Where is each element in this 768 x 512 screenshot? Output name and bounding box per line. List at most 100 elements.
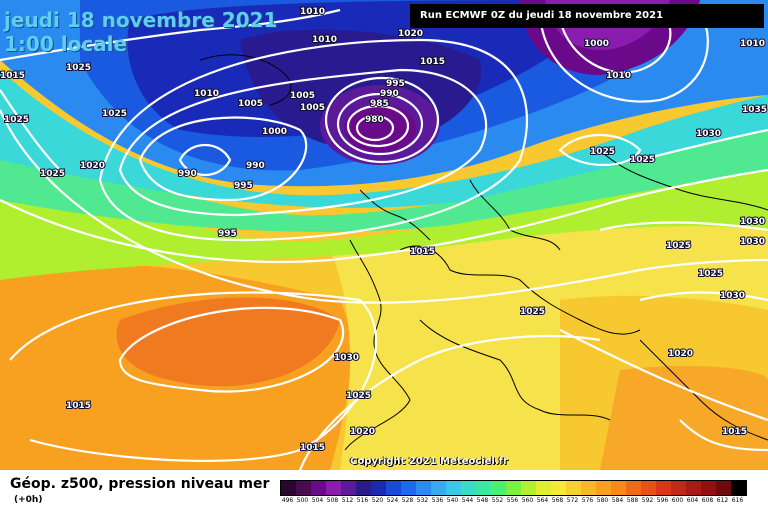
scale-swatch: [416, 481, 431, 495]
isobar-label: 1020: [80, 161, 105, 171]
isobar-label: 1010: [312, 35, 337, 45]
scale-label: 596: [656, 497, 669, 504]
isobar-label: 1030: [720, 291, 745, 301]
scale-swatch: [341, 481, 356, 495]
isobar-label: 990: [380, 89, 399, 99]
isobar-label: 1015: [410, 247, 435, 257]
scale-swatch: [461, 481, 476, 495]
isobar-label: 1010: [194, 89, 219, 99]
isobar-label: 1005: [290, 91, 315, 101]
scale-label: 580: [596, 497, 609, 504]
scale-swatch: [641, 481, 656, 495]
scale-label: 536: [431, 497, 444, 504]
isobar-labels: 1010 1010 1020 1000 1010 1015 1010 1015 …: [0, 6, 768, 454]
isobar-label: 1025: [666, 241, 691, 251]
scale-label: 560: [521, 497, 534, 504]
geopotential-fill: [116, 297, 340, 387]
color-scale-labels: 496 500 504 508 512 516 520 524 528 532 536 540 544 5…: [280, 497, 745, 504]
isobar-label: 1005: [300, 103, 325, 113]
scale-label: 528: [401, 497, 414, 504]
isobar-label: 985: [370, 99, 389, 109]
isobar-label: 1015: [420, 57, 445, 67]
isobar-label: 1025: [520, 307, 545, 317]
scale-swatch: [326, 481, 341, 495]
scale-swatch: [596, 481, 611, 495]
scale-swatch: [731, 481, 746, 495]
copyright-text: Copyright 2021 Meteociel.fr: [350, 456, 508, 467]
isobar-label: 990: [178, 169, 197, 179]
scale-label: 604: [686, 497, 699, 504]
isobar-label: 1015: [300, 443, 325, 453]
scale-swatch: [401, 481, 416, 495]
scale-label: 500: [296, 497, 309, 504]
isobar-label: 1020: [350, 427, 375, 437]
scale-swatch: [491, 481, 506, 495]
isobar-label: 1025: [66, 63, 91, 73]
isobar-label: 1015: [722, 427, 747, 437]
geopotential-fill: [600, 365, 768, 470]
isobar-label: 1000: [262, 127, 287, 137]
scale-swatch: [671, 481, 686, 495]
scale-swatch: [311, 481, 326, 495]
isobar-label: 1025: [4, 115, 29, 125]
scale-label: 548: [476, 497, 489, 504]
scale-label: 540: [446, 497, 459, 504]
scale-swatch: [521, 481, 536, 495]
legend-subtitle: (+0h): [14, 495, 43, 505]
scale-swatch: [386, 481, 401, 495]
isobar-label: 1030: [334, 353, 359, 363]
isobar-label: 1035: [742, 105, 767, 115]
color-scale: [280, 480, 747, 496]
scale-swatch: [626, 481, 641, 495]
isobar-label: 1015: [0, 71, 25, 81]
isobar-label: 995: [218, 229, 237, 239]
scale-label: 568: [551, 497, 564, 504]
scale-label: 592: [641, 497, 654, 504]
isobar-label: 1030: [696, 129, 721, 139]
scale-label: 608: [701, 497, 714, 504]
scale-label: 496: [281, 497, 294, 504]
isobar-label: 1020: [398, 29, 423, 39]
scale-swatch: [701, 481, 716, 495]
scale-swatch: [431, 481, 446, 495]
scale-swatch: [506, 481, 521, 495]
scale-label: 512: [341, 497, 354, 504]
scale-swatch: [356, 481, 371, 495]
isobar-label: 1010: [300, 7, 325, 17]
isobar-label: 990: [246, 161, 265, 171]
scale-swatch: [656, 481, 671, 495]
geopotential-fill: [0, 110, 768, 232]
scale-swatch: [281, 481, 296, 495]
geopotential-fill: [344, 104, 416, 152]
scale-label: 572: [566, 497, 579, 504]
scale-label: 616: [731, 497, 744, 504]
scale-swatch: [686, 481, 701, 495]
scale-label: 588: [626, 497, 639, 504]
forecast-time: 1:00 locale: [4, 32, 128, 56]
scale-label: 544: [461, 497, 474, 504]
isobar-label: 1005: [238, 99, 263, 109]
isobar-label: 995: [386, 79, 405, 89]
scale-swatch: [296, 481, 311, 495]
isobar-label: 1025: [698, 269, 723, 279]
scale-label: 552: [491, 497, 504, 504]
scale-swatch: [611, 481, 626, 495]
geopotential-fill: [0, 70, 768, 208]
pressure-map: 1010 1010 1020 1000 1010 1015 1010 1015 …: [0, 0, 768, 470]
isobar-label: 1020: [668, 349, 693, 359]
isobar-label: 1000: [584, 39, 609, 49]
scale-swatch: [551, 481, 566, 495]
isobar-lines: [0, 8, 768, 470]
scale-swatch: [476, 481, 491, 495]
isobar-label: 1025: [346, 391, 371, 401]
scale-label: 584: [611, 497, 624, 504]
scale-swatch: [566, 481, 581, 495]
isobar-label: 1030: [740, 217, 765, 227]
scale-label: 516: [356, 497, 369, 504]
isobar-label: 1010: [740, 39, 765, 49]
geopotential-fill: [0, 140, 768, 280]
isobar-label: 1025: [102, 109, 127, 119]
isobar-label: 1025: [630, 155, 655, 165]
scale-swatch: [536, 481, 551, 495]
